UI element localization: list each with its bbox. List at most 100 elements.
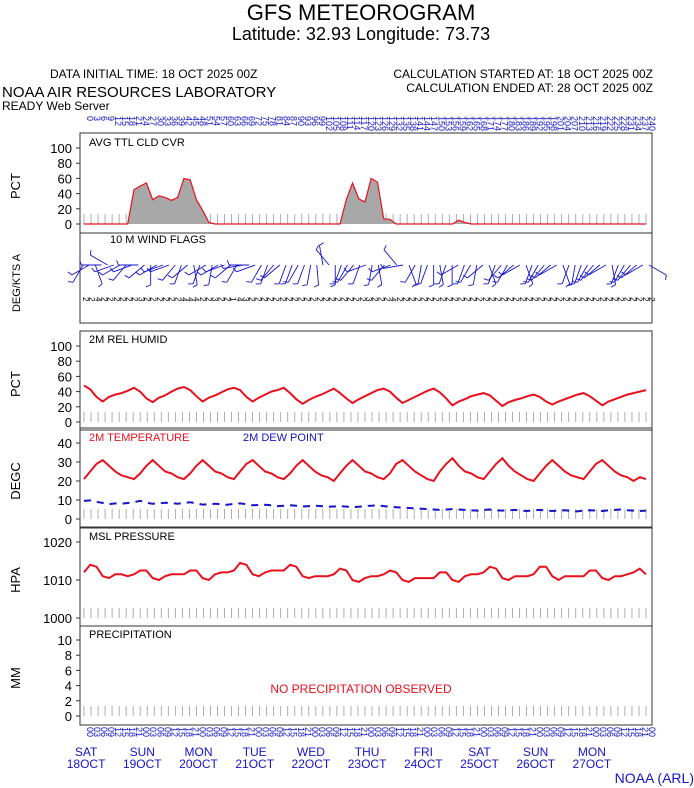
y-axis-label: DEG/KTS A <box>11 253 23 312</box>
top-hour-label: 105 <box>331 116 341 131</box>
y-tick-label: 2 <box>65 694 72 709</box>
day-name-label: FRI <box>414 745 433 759</box>
bottom-hour-label: 18 <box>240 727 250 737</box>
wind-barb-flag <box>530 275 536 279</box>
wind-barb-flag <box>528 283 534 288</box>
wind-speed-label: 4 <box>93 297 102 302</box>
wind-barb <box>236 264 256 273</box>
bottom-hour-label: 06 <box>492 727 502 737</box>
top-hour-label: 51 <box>204 116 214 126</box>
y-tick-label: 0 <box>65 709 72 724</box>
top-hour-label: 213 <box>584 116 594 131</box>
wind-barb <box>610 264 619 284</box>
wind-speed-label: 2 <box>216 297 225 302</box>
wind-speed-label: 2 <box>106 297 115 302</box>
day-date-label: 24OCT <box>404 757 443 771</box>
wind-barb-flag <box>167 275 173 279</box>
wind-barb-flag <box>210 275 216 279</box>
series-line <box>83 561 647 584</box>
day-name-label: SAT <box>75 745 98 759</box>
wind-barb-flag <box>196 271 202 276</box>
wind-barb <box>94 264 114 273</box>
wind-speed-label: 2 <box>346 297 355 302</box>
lab-name: NOAA AIR RESOURCES LABORATORY <box>2 84 276 101</box>
wind-speed-label: 2 <box>604 297 613 302</box>
top-hour-label: 135 <box>401 116 411 131</box>
wind-speed-label: 2 <box>549 297 558 302</box>
y-axis-label: HPA <box>8 567 23 593</box>
top-hour-label: 192 <box>535 116 545 131</box>
bottom-hour-label: 09 <box>387 727 397 737</box>
wind-barb-flag <box>140 267 145 273</box>
wind-speed-label: 2 <box>302 297 311 302</box>
wind-speed-label: 2 <box>290 297 299 302</box>
day-name-label: TUE <box>243 745 267 759</box>
wind-speed-label: 2 <box>198 297 207 302</box>
wind-barb <box>562 264 571 284</box>
wind-barb <box>113 264 133 273</box>
wind-speed-label: 2 <box>309 297 318 302</box>
top-hour-label: 210 <box>577 116 587 131</box>
y-tick-label: 20 <box>58 474 72 489</box>
y-axis-label: PCT <box>8 371 23 397</box>
wind-barb-flag <box>455 281 461 283</box>
top-hour-label: 75 <box>261 116 271 126</box>
wind-barb-flag <box>575 278 581 281</box>
top-hour-label: 216 <box>591 116 601 131</box>
wind-speed-label: 2 <box>333 297 342 302</box>
wind-barb-flag <box>368 267 373 273</box>
top-hour-label: 69 <box>247 116 257 126</box>
panel-title: 2M TEMPERATURE <box>89 432 189 444</box>
wind-barb <box>193 264 198 285</box>
y-tick-label: 100 <box>50 339 72 354</box>
wind-barb <box>472 264 478 285</box>
wind-speed-label: 4 <box>235 297 244 302</box>
top-hour-label: 198 <box>549 116 559 131</box>
y-axis-label: MM <box>8 667 23 689</box>
wind-speed-label: 2 <box>167 297 176 302</box>
bottom-hour-label: 09 <box>218 727 228 737</box>
wind-speed-label: 2 <box>585 297 594 302</box>
wind-barb <box>260 264 275 281</box>
day-date-label: 26OCT <box>516 757 555 771</box>
wind-speed-label: 4 <box>179 297 188 302</box>
top-hour-label: 141 <box>415 116 425 131</box>
bottom-hour-label: 18 <box>577 727 587 737</box>
bottom-hour-label: 03 <box>373 727 383 737</box>
wind-barb <box>215 264 231 279</box>
precip-note: NO PRECIPITATION OBSERVED <box>270 682 452 696</box>
bottom-hour-label: 00 <box>591 727 601 737</box>
wind-barb <box>648 264 667 276</box>
top-hour-label: 93 <box>303 116 313 126</box>
day-name-label: SUN <box>130 745 155 759</box>
wind-speed-label: 2 <box>99 297 108 302</box>
bottom-hour-label: 12 <box>169 727 179 737</box>
panel-frame <box>79 232 653 324</box>
top-hour-label: 186 <box>521 116 531 131</box>
wind-barb-flag <box>380 263 384 269</box>
top-hour-label: 6 <box>99 116 109 121</box>
wind-barb-flag <box>363 284 369 287</box>
wind-speed-label: 2 <box>629 297 638 302</box>
wind-barb <box>171 264 188 279</box>
top-hour-label: 66 <box>240 116 250 126</box>
bottom-hour-label: 21 <box>415 727 425 737</box>
bottom-hour-label: 15 <box>120 727 130 737</box>
wind-barb-flag <box>535 271 540 276</box>
top-hour-label: 207 <box>570 116 580 131</box>
day-name-label: SAT <box>468 745 491 759</box>
bottom-hour-label: 15 <box>401 727 411 737</box>
bottom-hour-label: 00 <box>254 727 264 737</box>
top-hour-label: 57 <box>218 116 228 126</box>
top-hour-label: 21 <box>134 116 144 126</box>
wind-speed-label: 2 <box>87 297 96 302</box>
wind-speed-label: 2 <box>555 297 564 302</box>
top-hour-label: 15 <box>120 116 130 126</box>
bottom-hour-label: 09 <box>443 727 453 737</box>
wind-barb-flag <box>184 271 190 276</box>
y-tick-label: 6 <box>65 663 72 678</box>
wind-speed-label: 2 <box>647 297 656 302</box>
wind-speed-label: 2 <box>315 297 324 302</box>
wind-speed-label: 2 <box>161 297 170 302</box>
